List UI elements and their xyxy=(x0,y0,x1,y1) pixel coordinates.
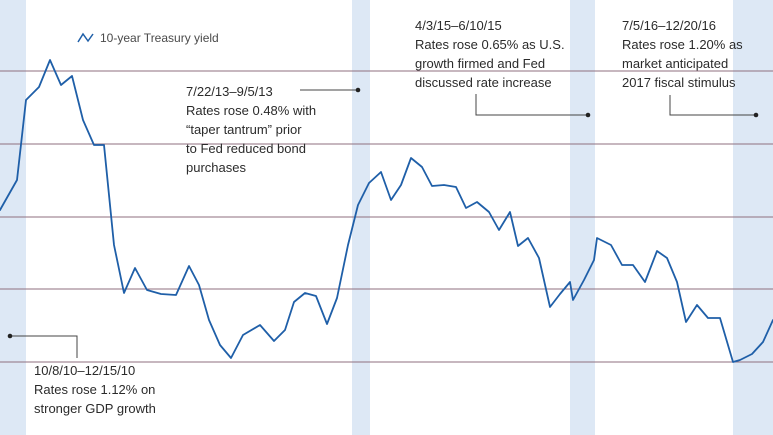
annotation-4: 7/5/16–12/20/16 Rates rose 1.20% as market… xyxy=(622,18,743,90)
annotation-2-line-2: Rates rose 0.48% with xyxy=(186,103,316,118)
annotation-3-line-4: discussed rate increase xyxy=(415,75,552,90)
annotation-2-line-4: to Fed reduced bond xyxy=(186,141,306,156)
legend: 10-year Treasury yield xyxy=(77,31,219,45)
annotation-4-line-1: 7/5/16–12/20/16 xyxy=(622,18,716,33)
annotation-4-line-2: Rates rose 1.20% as xyxy=(622,37,743,52)
annotation-2: 7/22/13–9/5/13 Rates rose 0.48% with “tape… xyxy=(186,84,316,175)
annotation-4-line-4: 2017 fiscal stimulus xyxy=(622,75,736,90)
annotation-4-line-3: market anticipated xyxy=(622,56,728,71)
annotation-1-line-1: 10/8/10–12/15/10 xyxy=(34,363,135,378)
annotation-2-line-1: 7/22/13–9/5/13 xyxy=(186,84,273,99)
annotation-leaders xyxy=(7,87,759,358)
annotation-1-line-2: Rates rose 1.12% on xyxy=(34,382,155,397)
annotation-leader-3 xyxy=(475,94,588,116)
series-group xyxy=(0,59,773,363)
annotations: 10/8/10–12/15/10 Rates rose 1.12% on stron… xyxy=(34,18,743,416)
annotation-dot-3 xyxy=(585,112,591,118)
annotation-dot-1 xyxy=(7,333,13,339)
annotation-1-line-3: stronger GDP growth xyxy=(34,401,156,416)
annotation-1: 10/8/10–12/15/10 Rates rose 1.12% on stron… xyxy=(34,363,156,416)
gridlines xyxy=(0,70,773,363)
legend-label: 10-year Treasury yield xyxy=(100,31,219,45)
annotation-3: 4/3/15–6/10/15 Rates rose 0.65% as U.S. gr… xyxy=(415,18,565,90)
annotation-3-line-1: 4/3/15–6/10/15 xyxy=(415,18,502,33)
annotation-2-line-3: “taper tantrum” prior xyxy=(186,122,302,137)
annotation-leader-4 xyxy=(669,95,756,116)
annotation-leader-1 xyxy=(10,335,78,358)
series-line-1 xyxy=(0,59,773,363)
annotation-3-line-3: growth firmed and Fed xyxy=(415,56,545,71)
annotation-dot-2 xyxy=(355,87,361,93)
annotation-2-line-5: purchases xyxy=(186,160,246,175)
annotation-3-line-2: Rates rose 0.65% as U.S. xyxy=(415,37,565,52)
legend-line-icon xyxy=(77,32,94,43)
annotation-dot-4 xyxy=(753,112,759,118)
